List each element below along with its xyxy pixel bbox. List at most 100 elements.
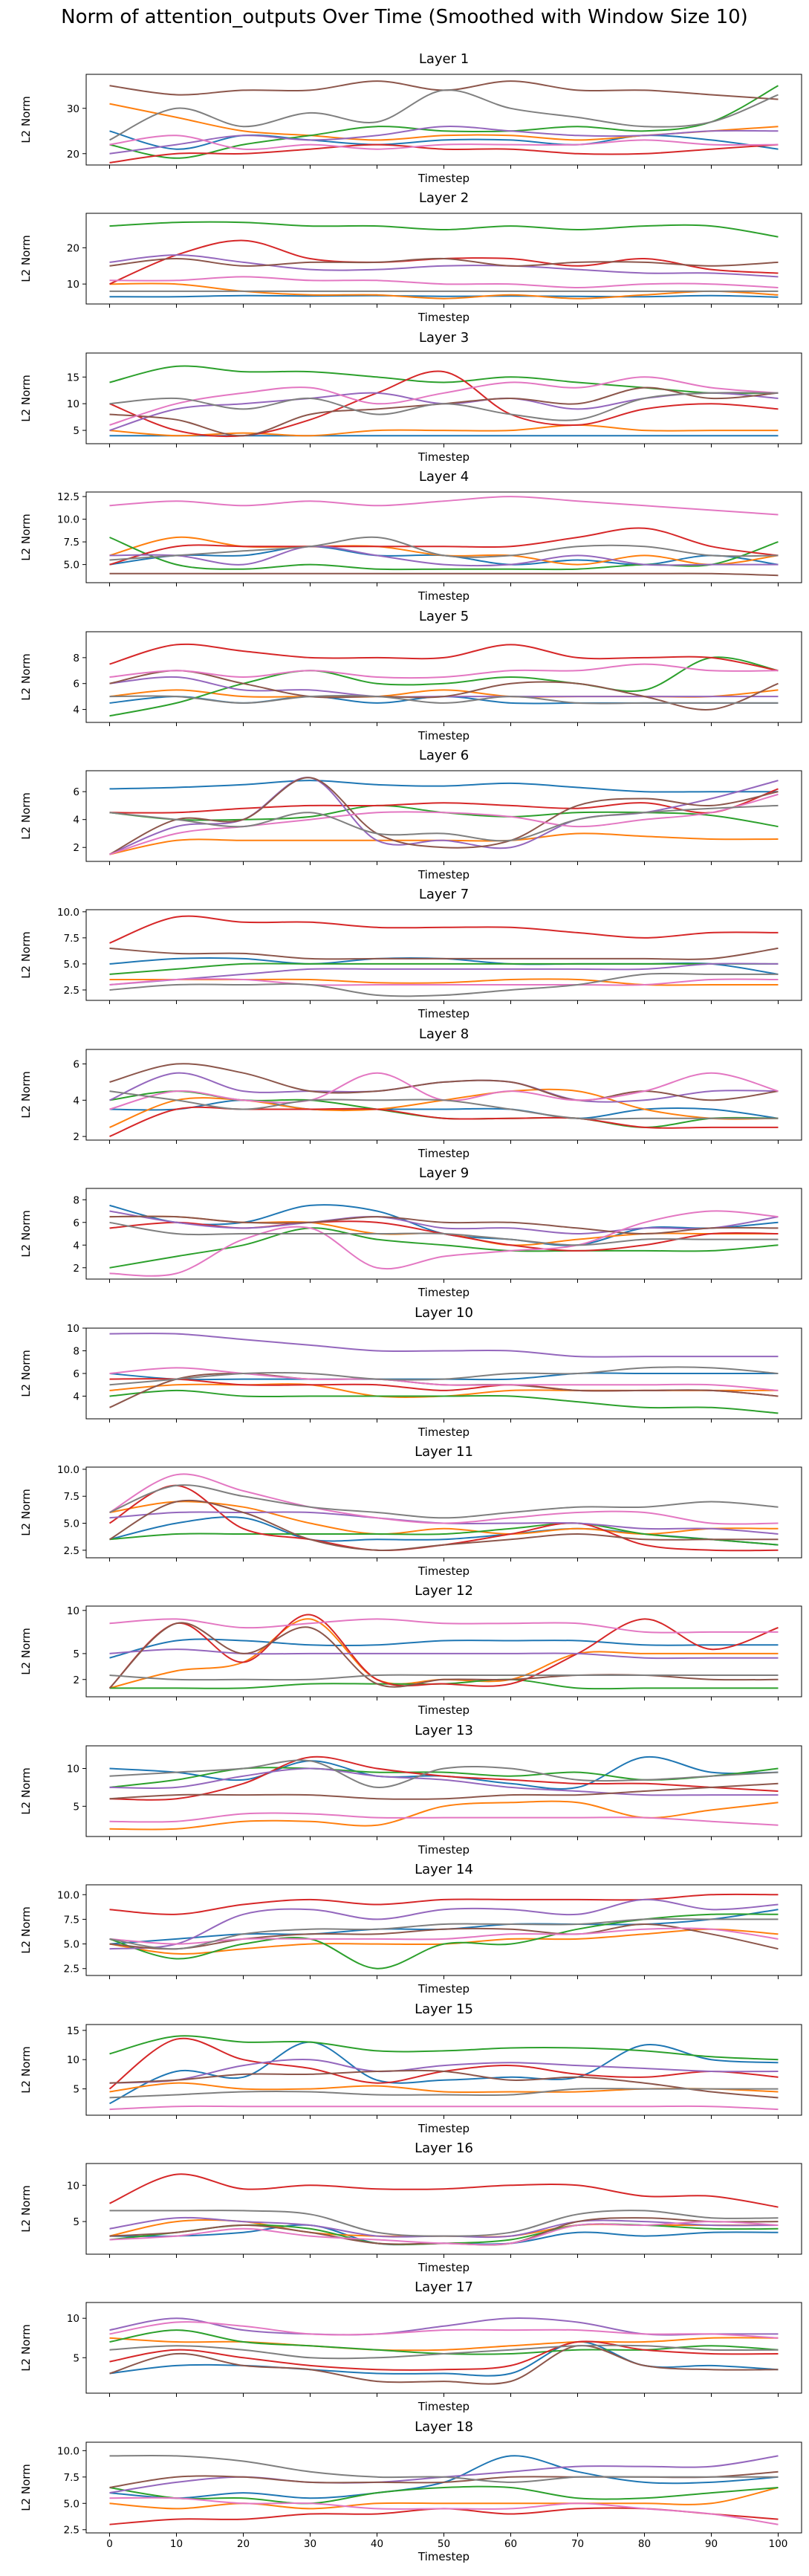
series-line [109, 545, 779, 567]
y-tick-label: 7.5 [64, 933, 79, 945]
series-line [109, 2454, 779, 2483]
series-lines [109, 496, 779, 577]
series-line [109, 294, 779, 298]
subplot-panel: Layer 17 L2 Norm 5 10 Timestep [19, 2279, 802, 2413]
y-tick-label: 5.0 [64, 560, 79, 572]
y-tick-label: 4 [73, 1095, 79, 1107]
series-line [109, 2088, 779, 2099]
series-line [109, 1898, 779, 1950]
y-tick-label: 10.0 [57, 1889, 79, 1901]
series-line [109, 1923, 779, 1950]
series-line [109, 2210, 779, 2237]
subplot-title: Layer 12 [415, 1583, 473, 1599]
series-lines [109, 2173, 779, 2246]
x-axis-label: Timestep [418, 1286, 470, 1299]
series-line [109, 2496, 779, 2525]
subplot-title: Layer 7 [419, 887, 469, 902]
y-tick-label: 5 [73, 1801, 79, 1813]
series-line [109, 496, 779, 516]
series-line [109, 1221, 779, 1246]
series-line [109, 1638, 779, 1659]
x-axis-label: Timestep [418, 2400, 470, 2413]
y-tick-label: 10.0 [57, 514, 79, 526]
y-tick-label: 10 [67, 2054, 79, 2066]
y-axis-label: L2 Norm [19, 931, 33, 979]
y-tick-label: 5.0 [64, 1939, 79, 1951]
y-tick-label: 5.0 [64, 1518, 79, 1530]
series-line [109, 254, 779, 278]
subplot-title: Layer 4 [419, 469, 469, 485]
series-line [109, 1389, 779, 1414]
y-axis-label: L2 Norm [19, 1350, 33, 1397]
figure-title: Norm of attention_outputs Over Time (Smo… [61, 6, 748, 28]
series-line [109, 2041, 779, 2105]
subplot-panel: Layer 6 L2 Norm 2 4 6 Timestep [19, 748, 802, 881]
subplot-title: Layer 14 [415, 1862, 473, 1877]
y-tick-label: 5 [73, 2352, 79, 2364]
y-tick-label: 5 [73, 2084, 79, 2096]
series-line [109, 777, 779, 855]
subplot-title: Layer 1 [419, 51, 469, 67]
subplot-title: Layer 17 [415, 2279, 473, 2295]
axes-frame [85, 1884, 802, 1976]
subplot-panel: Layer 18 L2 Norm 2.5 5.0 7.5 10.0 0 10 20 30 40 50 6… [19, 2419, 802, 2563]
x-tick-label: 30 [304, 2538, 316, 2550]
series-lines [109, 643, 779, 717]
y-tick-label: 10.0 [57, 2445, 79, 2457]
series-line [109, 2340, 779, 2371]
y-tick-label: 5.0 [64, 959, 79, 971]
x-tick-label: 70 [571, 2538, 584, 2550]
x-axis-label: Timestep [418, 1703, 470, 1717]
series-line [109, 777, 779, 855]
x-tick-label: 50 [438, 2538, 450, 2550]
subplot-title: Layer 3 [419, 330, 469, 346]
series-line [109, 1759, 779, 1788]
y-axis-label: L2 Norm [19, 96, 33, 143]
x-axis-label: Timestep [418, 2550, 470, 2563]
axes-frame [85, 1327, 802, 1420]
x-tick-label: 100 [769, 2538, 788, 2550]
x-axis-label: Timestep [418, 311, 470, 324]
series-line [109, 2173, 779, 2208]
series-line [109, 1099, 779, 1119]
subplot-panel: Layer 14 L2 Norm 2.5 5.0 7.5 10.0 Timestep [19, 1862, 802, 1996]
series-line [109, 89, 779, 141]
series-line [109, 1522, 779, 1546]
subplot-title: Layer 16 [415, 2140, 473, 2156]
x-axis-label: Timestep [418, 589, 470, 603]
series-lines [109, 80, 779, 164]
series-line [109, 978, 779, 986]
series-line [109, 282, 779, 300]
series-line [109, 370, 779, 438]
y-tick-label: 2.5 [64, 2525, 79, 2537]
series-line [109, 1367, 779, 1391]
series-line [109, 2345, 779, 2385]
axes-frame [85, 2163, 802, 2255]
subplot-panel: Layer 2 L2 Norm 10 20 Timestep [19, 190, 802, 324]
y-axis-label: L2 Norm [19, 1071, 33, 1119]
axes-frame [85, 2441, 802, 2534]
series-line [109, 1210, 779, 1234]
series-line [109, 130, 779, 150]
y-tick-label: 5 [73, 2216, 79, 2228]
series-line [109, 527, 779, 566]
series-line [109, 656, 779, 717]
series-line [109, 1674, 779, 1681]
y-axis-label: L2 Norm [19, 2324, 33, 2372]
y-tick-label: 5 [73, 425, 79, 437]
subplot-title: Layer 13 [415, 1723, 473, 1738]
axes-frame [85, 213, 802, 305]
subplot-title: Layer 10 [415, 1305, 473, 1321]
y-axis-label: L2 Norm [19, 1767, 33, 1815]
series-lines [109, 2317, 779, 2385]
series-line [109, 2337, 779, 2352]
subplot-title: Layer 2 [419, 190, 469, 206]
x-axis-label: Timestep [418, 2261, 470, 2274]
series-line [109, 2035, 779, 2061]
series-line [109, 663, 779, 679]
x-axis-label: Timestep [418, 2122, 470, 2135]
y-tick-label: 10 [67, 279, 79, 291]
y-tick-label: 6 [73, 1217, 79, 1229]
series-line [109, 126, 779, 155]
